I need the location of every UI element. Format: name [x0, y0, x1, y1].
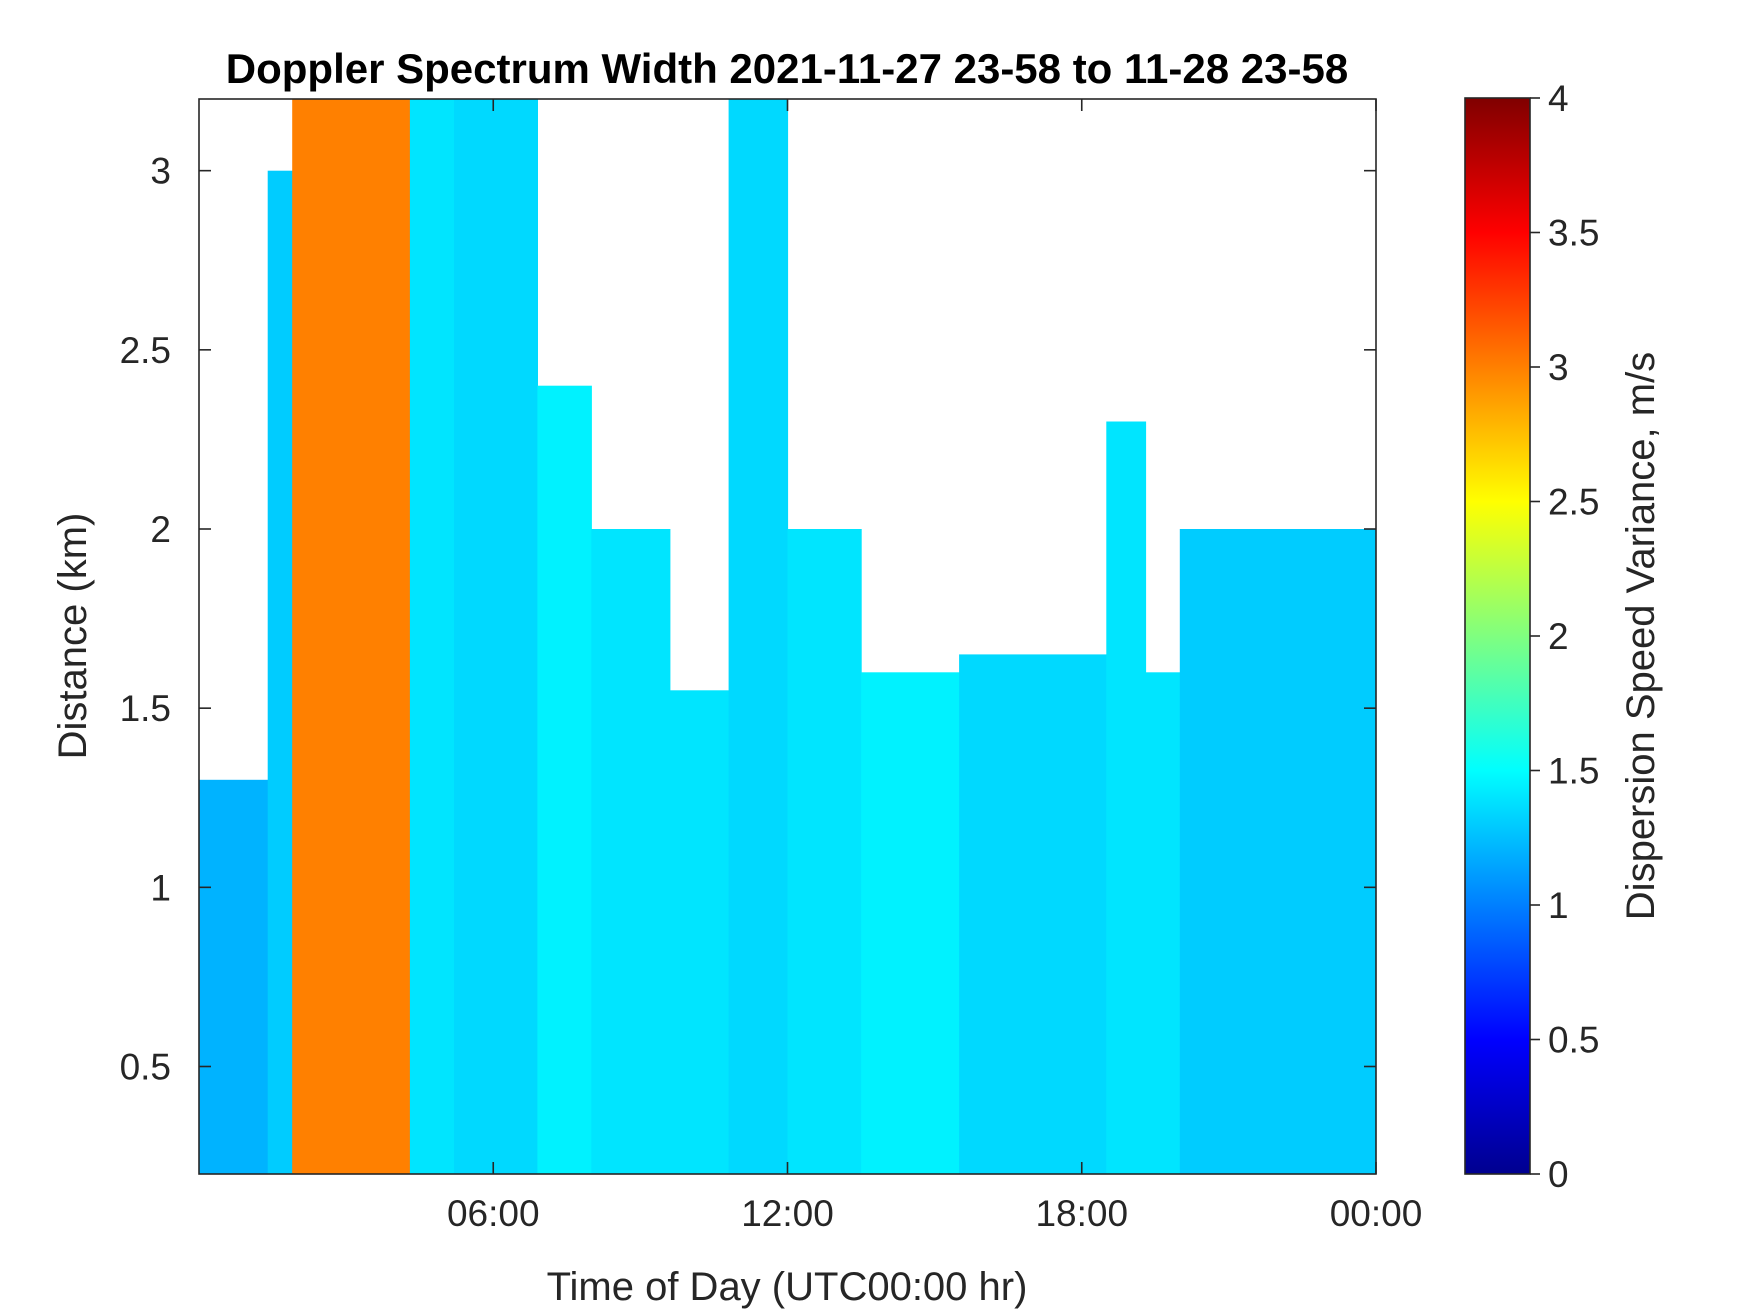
colorbar-tick-label: 3	[1548, 347, 1569, 388]
colorbar-tick-label: 0	[1548, 1154, 1569, 1195]
colorbar-tick-label: 2	[1548, 616, 1569, 657]
chart-title: Doppler Spectrum Width 2021-11-27 23-58 …	[226, 45, 1348, 92]
x-tick-label: 06:00	[447, 1193, 540, 1234]
colorbar-tick-label: 3.5	[1548, 213, 1599, 254]
y-axis: 0.5 1 1.5 2 2.5 3	[120, 151, 1376, 1088]
heatmap-region-3	[409, 99, 455, 1174]
heatmap-region-4	[454, 99, 538, 1174]
heatmap-region-0	[199, 779, 269, 1174]
y-axis-label: Distance (km)	[51, 513, 95, 760]
heatmap-region-14	[1179, 529, 1376, 1174]
heatmap-region-5	[537, 385, 592, 1174]
colorbar-tick-label: 1.5	[1548, 751, 1599, 792]
y-tick-label: 2	[150, 509, 171, 550]
heatmap-region-1	[267, 170, 293, 1174]
colorbar-axis: 0 0.5 1 1.5 2 2.5 3 3.5 4	[1530, 78, 1599, 1195]
x-axis: 06:00 12:00 18:00 00:00	[447, 99, 1422, 1234]
heatmap-region-6	[591, 529, 671, 1174]
heatmap-region-9	[787, 529, 862, 1174]
colorbar	[1464, 97, 1531, 1175]
colorbar-tick-label: 2.5	[1548, 482, 1599, 523]
y-tick-label: 2.5	[120, 330, 171, 371]
colorbar-label: Dispersion Speed Variance, m/s	[1619, 352, 1663, 920]
heatmap-region-12	[1106, 421, 1147, 1174]
x-tick-label: 18:00	[1035, 1193, 1128, 1234]
heatmap-region-7	[669, 690, 730, 1174]
x-tick-label: 00:00	[1330, 1193, 1423, 1234]
heatmap-region-13	[1145, 672, 1181, 1174]
heatmap-region-11	[959, 654, 1107, 1174]
y-tick-label: 1.5	[120, 688, 171, 729]
colorbar-tick-label: 0.5	[1548, 1020, 1599, 1061]
y-tick-label: 1	[150, 867, 171, 908]
heatmap-region-10	[861, 672, 960, 1174]
colorbar-tick-label: 1	[1548, 885, 1569, 926]
x-tick-label: 12:00	[741, 1193, 834, 1234]
y-tick-label: 3	[150, 151, 171, 192]
colorbar-tick-label: 4	[1548, 78, 1569, 119]
heatmap-layer	[199, 99, 1376, 1174]
heatmap-region-8	[728, 99, 789, 1174]
x-axis-label: Time of Day (UTC00:00 hr)	[547, 1265, 1028, 1309]
heatmap-region-2	[292, 99, 411, 1174]
y-tick-label: 0.5	[120, 1047, 171, 1088]
